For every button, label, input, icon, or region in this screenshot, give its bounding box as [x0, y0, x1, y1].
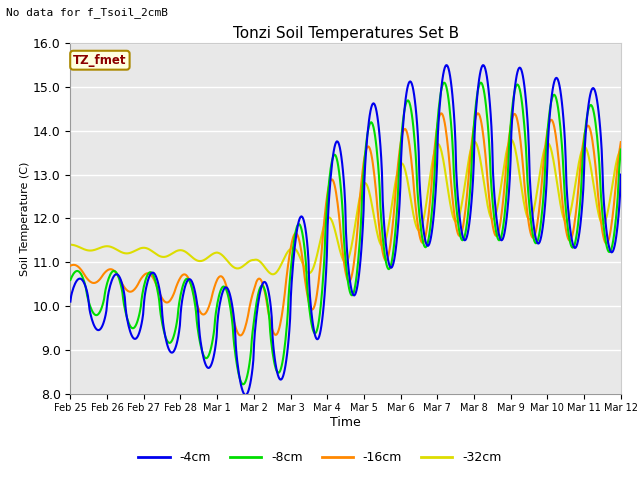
Text: TZ_fmet: TZ_fmet [73, 54, 127, 67]
Y-axis label: Soil Temperature (C): Soil Temperature (C) [20, 161, 30, 276]
Text: No data for f_Tsoil_2cmB: No data for f_Tsoil_2cmB [6, 7, 168, 18]
Title: Tonzi Soil Temperatures Set B: Tonzi Soil Temperatures Set B [232, 25, 459, 41]
X-axis label: Time: Time [330, 416, 361, 429]
Legend: -4cm, -8cm, -16cm, -32cm: -4cm, -8cm, -16cm, -32cm [133, 446, 507, 469]
